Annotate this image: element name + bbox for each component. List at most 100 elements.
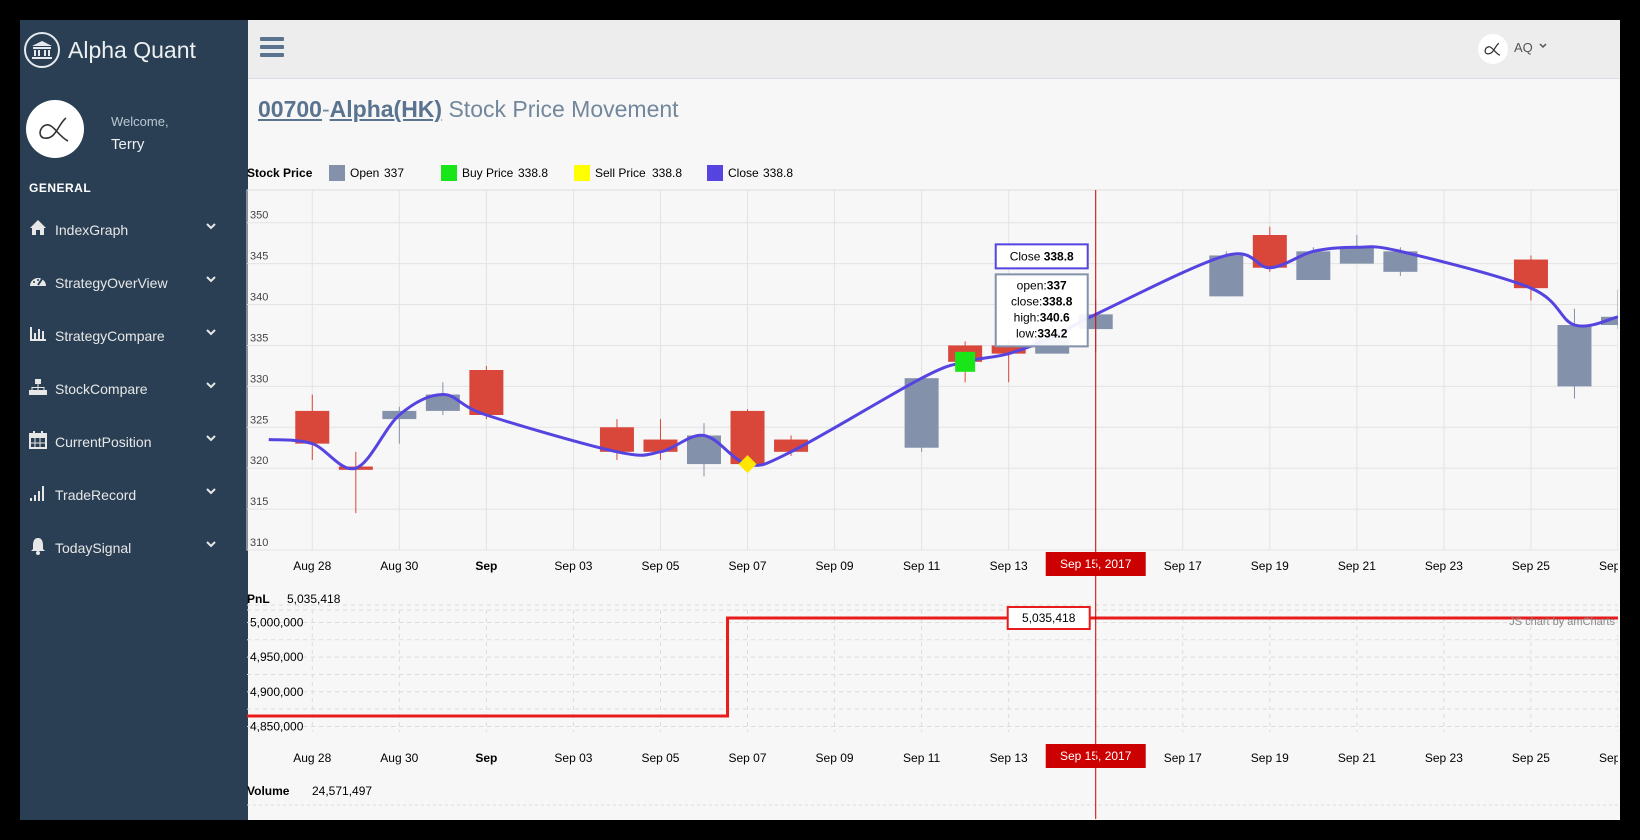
chevron-down-icon — [206, 541, 216, 548]
price-x-tick: Sep 19 — [1251, 559, 1289, 573]
legend-open-label[interactable]: Open — [350, 166, 379, 180]
legend-buy-value: 338.8 — [518, 166, 548, 180]
buy-marker[interactable] — [955, 351, 976, 372]
sidebar-item-indexgraph[interactable]: IndexGraph — [20, 203, 248, 256]
close-price-line — [268, 245, 1618, 471]
bell-icon — [31, 538, 45, 555]
brand-title: Alpha Quant — [68, 36, 196, 63]
legend-close-swatch[interactable] — [707, 165, 723, 181]
profile: Welcome, Terry — [26, 100, 246, 160]
sitemap-icon — [29, 379, 47, 395]
sidebar-item-label: StrategyCompare — [55, 327, 165, 344]
pnl-x-tick: Sep 13 — [990, 751, 1028, 765]
pnl-x-tick: Sep 09 — [816, 751, 854, 765]
pnl-x-axis: Aug 28 Aug 30 Sep Sep 03 Sep 05 Sep 07 Sep 09 S… — [293, 744, 1618, 768]
pnl-x-tick: Sep 27 — [1599, 751, 1618, 765]
pnl-x-tick: Sep 17 — [1164, 751, 1202, 765]
page-title: 00700-Alpha(HK) Stock Price Movement — [258, 96, 679, 123]
ohlc-tooltip-row: open:337 — [1017, 278, 1067, 292]
candle-body[interactable] — [1383, 251, 1418, 272]
price-y-tick: 350 — [250, 210, 268, 222]
price-y-tick: 335 — [250, 332, 268, 344]
legend-open-value: 337 — [384, 166, 404, 180]
sidebar-item-traderecord[interactable]: TradeRecord — [20, 468, 248, 521]
brand[interactable]: Alpha Quant — [24, 30, 196, 70]
pnl-x-tick: Sep 11 — [903, 751, 940, 765]
amcharts-credit[interactable]: JS chart by amCharts — [1509, 616, 1615, 628]
price-x-tick: Sep 07 — [729, 559, 767, 573]
price-x-tick: Sep 27 — [1599, 559, 1618, 573]
pnl-panel-label: PnL — [247, 592, 270, 606]
sidebar-item-strategycompare[interactable]: StrategyCompare — [20, 309, 248, 362]
price-x-tick: Sep 21 — [1338, 559, 1376, 573]
sidebar-item-stockcompare[interactable]: StockCompare — [20, 362, 248, 415]
candle-body[interactable] — [991, 345, 1026, 354]
price-y-tick: 345 — [250, 251, 268, 263]
pnl-x-tick: Sep 25 — [1512, 751, 1550, 765]
legend-sell-value: 338.8 — [652, 166, 682, 180]
pnl-y-tick: 5,000,000 — [250, 615, 304, 629]
chevron-down-icon[interactable] — [1538, 41, 1548, 51]
legend-sell-swatch[interactable] — [574, 165, 590, 181]
pnl-line — [247, 616, 1618, 718]
price-y-tick: 325 — [250, 414, 268, 426]
username: Terry — [111, 136, 145, 153]
chevron-down-icon — [206, 488, 216, 495]
candle-body[interactable] — [1557, 325, 1592, 387]
stock-code-link[interactable]: 00700 — [258, 96, 322, 122]
pnl-x-tick: Sep 05 — [641, 751, 679, 765]
chevron-down-icon — [206, 276, 216, 283]
sidebar-menu: IndexGraph StrategyOverView StrategyComp… — [20, 203, 248, 574]
sell-marker[interactable] — [738, 455, 757, 474]
price-x-tick: Sep 25 — [1512, 559, 1550, 573]
pnl-current-value: 5,035,418 — [287, 592, 341, 606]
top-nav: AQ — [248, 20, 1620, 79]
signal-icon — [30, 486, 44, 501]
price-grid — [247, 190, 1618, 551]
legend-sell-label[interactable]: Sell Price — [595, 166, 646, 180]
price-x-tick: Sep 13 — [990, 559, 1028, 573]
user-menu-label[interactable]: AQ — [1514, 40, 1533, 55]
pnl-x-tick: Sep 07 — [729, 751, 767, 765]
pnl-x-tick: Sep 23 — [1425, 751, 1463, 765]
pnl-y-tick: 4,950,000 — [250, 650, 304, 664]
price-x-tick: Sep 17 — [1164, 559, 1202, 573]
sidebar-item-label: CurrentPosition — [55, 433, 152, 450]
sidebar-item-label: IndexGraph — [55, 221, 129, 238]
price-y-tick: 320 — [250, 455, 268, 467]
volume-panel-label: Volume — [247, 784, 290, 798]
candle-body[interactable] — [425, 394, 460, 411]
app-window: Alpha Quant Welcome, Terry GENERAL Index… — [20, 20, 1620, 820]
legend-open-swatch[interactable] — [329, 165, 345, 181]
candle-body[interactable] — [1209, 255, 1244, 297]
sidebar-item-strategyoverview[interactable]: StrategyOverView — [20, 256, 248, 309]
stock-chart[interactable]: Stock Price Open 337 Buy Price 338.8 Sel… — [242, 135, 1618, 819]
title-suffix: Stock Price Movement — [442, 96, 679, 122]
price-x-axis: Aug 28 Aug 30 Sep Sep 03 Sep 05 Sep 07 Sep 09 S… — [293, 552, 1618, 576]
user-avatar[interactable] — [1478, 34, 1508, 64]
price-x-tick: Aug 30 — [380, 559, 418, 573]
legend-buy-label[interactable]: Buy Price — [462, 166, 514, 180]
candle-body[interactable] — [1339, 247, 1374, 264]
candle-body[interactable] — [295, 410, 330, 444]
close-balloon: Close 338.8 — [994, 243, 1089, 270]
legend-close-label[interactable]: Close — [728, 166, 759, 180]
menu-section-title: GENERAL — [29, 181, 92, 195]
sidebar-item-label: StrategyOverView — [55, 274, 168, 291]
avatar[interactable] — [26, 100, 84, 158]
candle-body[interactable] — [469, 370, 504, 415]
candle-body[interactable] — [904, 378, 939, 448]
pnl-x-tick: Sep 21 — [1338, 751, 1376, 765]
sidebar-item-label: TradeRecord — [55, 486, 137, 503]
trade-markers — [738, 351, 976, 474]
stock-name-link[interactable]: Alpha(HK) — [329, 96, 443, 122]
sidebar-item-todaysignal[interactable]: TodaySignal — [20, 521, 248, 574]
pnl-x-tick: Sep 19 — [1251, 751, 1289, 765]
calendar-icon — [29, 431, 47, 449]
sidebar-item-currentposition[interactable]: CurrentPosition — [20, 415, 248, 468]
price-x-tick: Sep 11 — [903, 559, 940, 573]
pnl-x-tick: Aug 28 — [293, 751, 331, 765]
legend-buy-swatch[interactable] — [441, 165, 457, 181]
menu-toggle-icon[interactable] — [260, 37, 284, 59]
sidebar-item-label: StockCompare — [55, 380, 148, 397]
